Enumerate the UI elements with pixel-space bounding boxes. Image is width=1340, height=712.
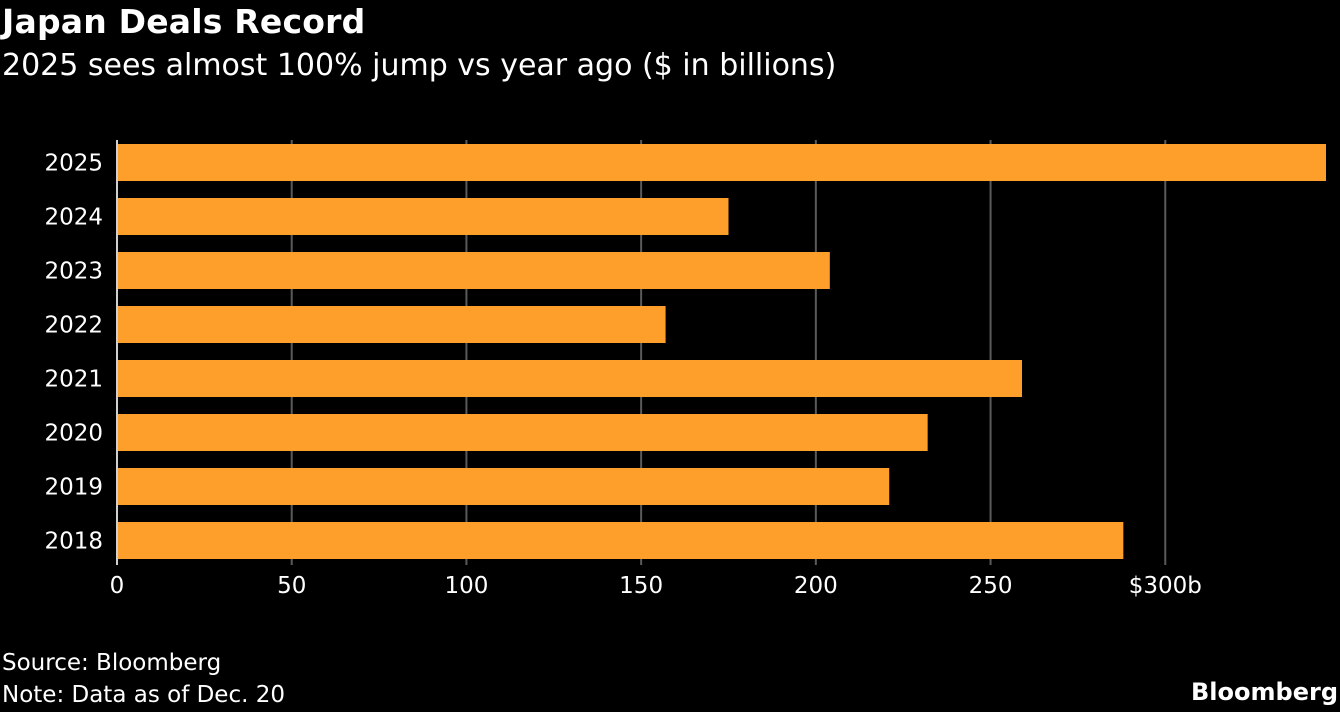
bars (117, 144, 1326, 559)
category-label-2022: 2022 (44, 313, 103, 339)
category-label-2024: 2024 (44, 205, 103, 231)
bar-2025 (117, 144, 1326, 181)
bar-2024 (117, 198, 729, 235)
x-tick-labels: 0 50 100 150 200 250 $300b (110, 573, 1202, 599)
bloomberg-logo: Bloomberg (1191, 678, 1338, 706)
bar-2018 (117, 522, 1124, 559)
chart-subtitle: 2025 sees almost 100% jump vs year ago (… (2, 48, 837, 83)
chart-title: Japan Deals Record (2, 2, 366, 41)
x-tick-label: 100 (444, 573, 488, 599)
category-label-2025: 2025 (44, 151, 103, 177)
x-tick-label: $300b (1129, 573, 1202, 599)
category-label-2021: 2021 (44, 367, 103, 393)
data-note: Note: Data as of Dec. 20 (2, 682, 285, 708)
category-label-2023: 2023 (44, 259, 103, 285)
category-label-2019: 2019 (44, 475, 103, 501)
source-note: Source: Bloomberg (2, 650, 222, 676)
category-label-2018: 2018 (44, 529, 103, 555)
bar-2019 (117, 468, 890, 505)
x-tick-label: 250 (969, 573, 1013, 599)
bar-2021 (117, 360, 1023, 397)
bar-2020 (117, 414, 928, 451)
x-tick-label: 50 (277, 573, 306, 599)
x-tick-label: 0 (110, 573, 125, 599)
bar-2022 (117, 306, 666, 343)
category-labels: 2025 2024 2023 2022 2021 2020 2019 2018 (44, 151, 103, 555)
bar-2023 (117, 252, 830, 289)
x-tick-label: 150 (619, 573, 663, 599)
category-label-2020: 2020 (44, 421, 103, 447)
x-tick-label: 200 (794, 573, 838, 599)
